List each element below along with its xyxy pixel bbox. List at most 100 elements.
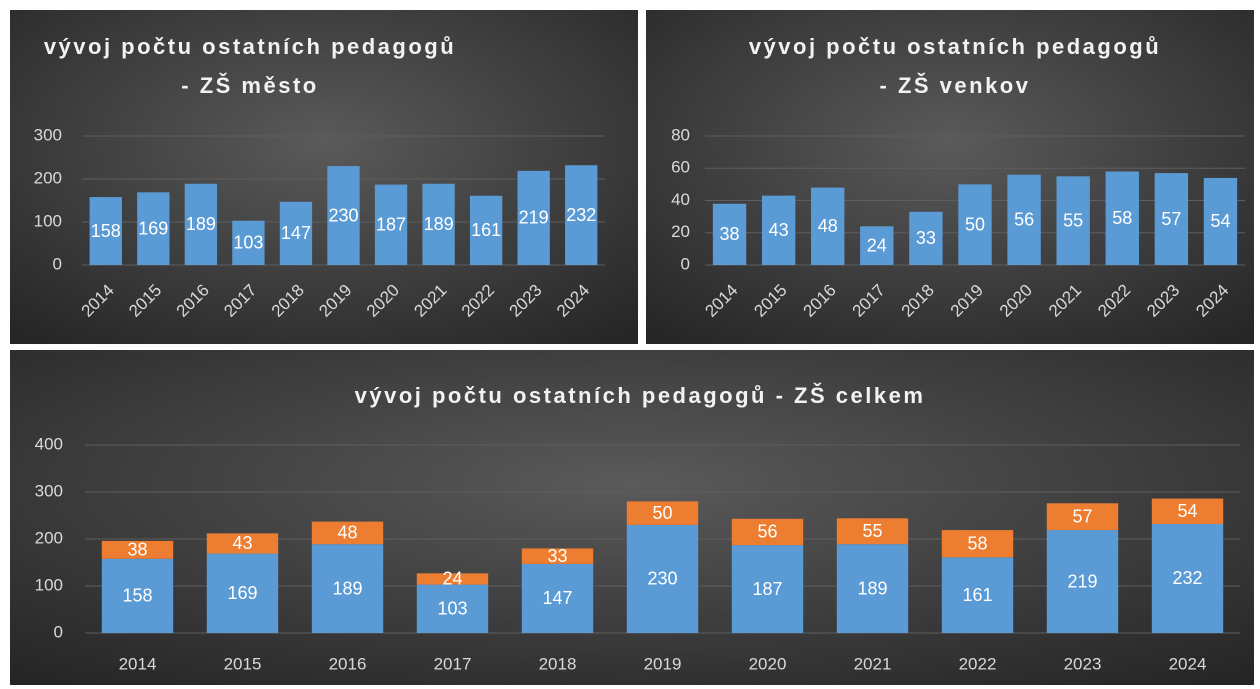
data-label: 219 (1067, 571, 1097, 591)
y-tick-label: 100 (35, 575, 63, 594)
bar (1203, 177, 1238, 265)
bar (909, 211, 943, 265)
bar (761, 195, 796, 265)
bar (517, 170, 550, 265)
bar (206, 533, 279, 554)
data-label: 103 (437, 599, 467, 619)
chart-title: vývoj počtu ostatních pedagogů (749, 34, 1161, 59)
y-tick-label: 0 (681, 254, 690, 273)
y-tick-label: 100 (34, 211, 62, 230)
chart-title: - ZŠ venkov (880, 73, 1031, 98)
data-label: 187 (752, 579, 782, 599)
bar (89, 197, 122, 265)
background (646, 10, 1254, 344)
bar (731, 545, 804, 633)
bar (958, 184, 992, 265)
data-label: 189 (332, 578, 362, 598)
bar (184, 183, 218, 265)
x-tick-label: 2020 (749, 654, 787, 673)
bar (626, 501, 699, 525)
data-label: 161 (962, 585, 992, 605)
bar (422, 183, 455, 265)
y-tick-label: 200 (34, 168, 62, 187)
data-label: 158 (91, 221, 121, 241)
data-label: 230 (647, 569, 677, 589)
chart-city: vývoj počtu ostatních pedagogů - ZŠ město… (10, 10, 638, 344)
y-tick-label: 80 (671, 125, 690, 144)
data-label: 50 (652, 503, 672, 523)
x-tick-label: 2021 (854, 654, 892, 673)
data-label: 161 (471, 220, 501, 240)
y-tick-label: 300 (34, 125, 62, 144)
x-tick-label: 2018 (539, 654, 577, 673)
bar (1151, 523, 1224, 633)
bar (416, 584, 489, 633)
x-tick-label: 2016 (329, 654, 367, 673)
data-label: 147 (281, 223, 311, 243)
data-label: 33 (547, 546, 567, 566)
data-label: 58 (967, 533, 987, 553)
bar (941, 557, 1014, 633)
y-tick-label: 200 (35, 528, 63, 547)
bar (1007, 174, 1041, 265)
data-label: 48 (337, 523, 357, 543)
data-label: 33 (916, 228, 936, 248)
chart-title: - ZŠ město (181, 73, 318, 98)
data-label: 169 (227, 583, 257, 603)
data-label: 56 (757, 522, 777, 542)
x-tick-label: 2019 (644, 654, 682, 673)
bar (626, 524, 699, 633)
bar (206, 553, 279, 633)
data-label: 57 (1072, 506, 1092, 526)
data-label: 38 (720, 224, 740, 244)
data-label: 158 (122, 586, 152, 606)
x-tick-label: 2017 (434, 654, 472, 673)
y-tick-label: 400 (35, 434, 63, 453)
bar (1105, 171, 1139, 265)
bar (416, 573, 489, 585)
y-tick-label: 300 (35, 481, 63, 500)
bar (836, 544, 909, 633)
data-label: 232 (566, 205, 596, 225)
data-label: 58 (1112, 208, 1132, 228)
chart-total: vývoj počtu ostatních pedagogů - ZŠ celk… (10, 350, 1254, 685)
bar (101, 558, 174, 633)
data-label: 169 (138, 218, 168, 238)
data-label: 24 (867, 235, 887, 255)
data-label: 48 (818, 216, 838, 236)
data-label: 230 (328, 205, 358, 225)
data-label: 50 (965, 214, 985, 234)
data-label: 187 (376, 215, 406, 235)
y-tick-label: 60 (671, 158, 690, 177)
data-label: 189 (186, 214, 216, 234)
data-label: 189 (857, 578, 887, 598)
x-tick-label: 2024 (1169, 654, 1207, 673)
y-tick-label: 0 (53, 254, 62, 273)
bar (521, 563, 594, 633)
bar (860, 226, 894, 265)
bar (1046, 530, 1119, 633)
bar (1154, 173, 1189, 265)
data-label: 55 (1063, 210, 1083, 230)
data-label: 57 (1161, 209, 1181, 229)
data-label: 103 (233, 233, 263, 253)
data-label: 24 (442, 569, 462, 589)
bar (311, 521, 384, 545)
y-tick-label: 40 (671, 190, 690, 209)
data-label: 189 (424, 214, 454, 234)
bar (374, 184, 408, 265)
data-label: 147 (542, 588, 572, 608)
data-label: 56 (1014, 210, 1034, 230)
bar (565, 165, 598, 265)
data-label: 55 (862, 521, 882, 541)
data-label: 43 (769, 220, 789, 240)
bar (811, 187, 845, 265)
bar (836, 518, 909, 545)
data-label: 54 (1177, 501, 1197, 521)
data-label: 38 (127, 540, 147, 560)
chart-title: vývoj počtu ostatních pedagogů (44, 34, 456, 59)
x-tick-label: 2015 (224, 654, 262, 673)
bar (941, 530, 1014, 558)
bar (1046, 503, 1119, 531)
